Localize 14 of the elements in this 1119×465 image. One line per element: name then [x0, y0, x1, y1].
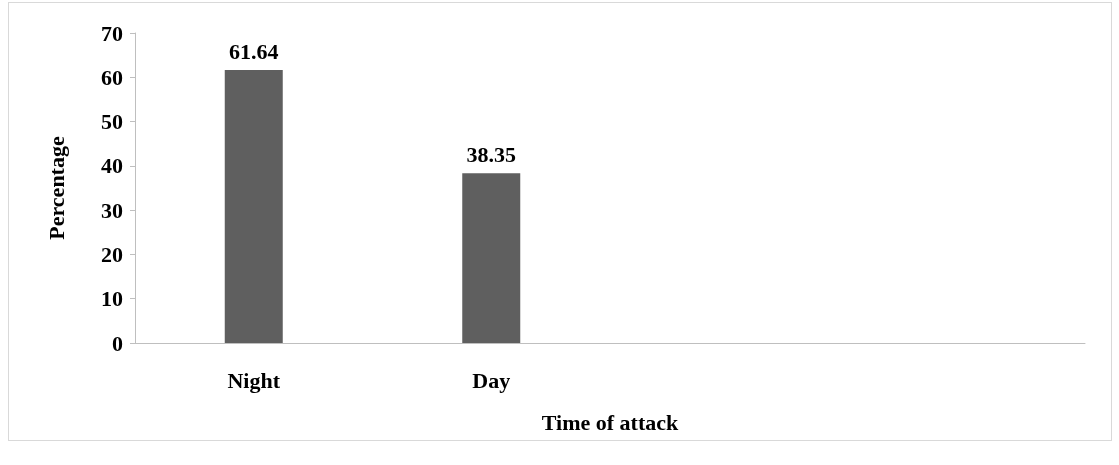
y-tick-label: 20: [101, 241, 123, 267]
y-tick-label: 50: [101, 109, 123, 135]
y-tick-label: 70: [101, 20, 123, 46]
x-axis-title: Time of attack: [541, 409, 679, 435]
x-tick-label: Night: [227, 367, 281, 393]
y-axis-title: Percentage: [43, 136, 69, 240]
data-label: 38.35: [466, 141, 516, 167]
y-tick-label: 30: [101, 197, 123, 223]
y-tick-label: 0: [112, 330, 123, 356]
y-tick-label: 10: [101, 286, 123, 312]
x-tick-label: Day: [472, 367, 511, 393]
y-tick-label: 40: [101, 153, 123, 179]
data-label: 61.64: [229, 38, 279, 64]
y-tick-label: 60: [101, 64, 123, 90]
